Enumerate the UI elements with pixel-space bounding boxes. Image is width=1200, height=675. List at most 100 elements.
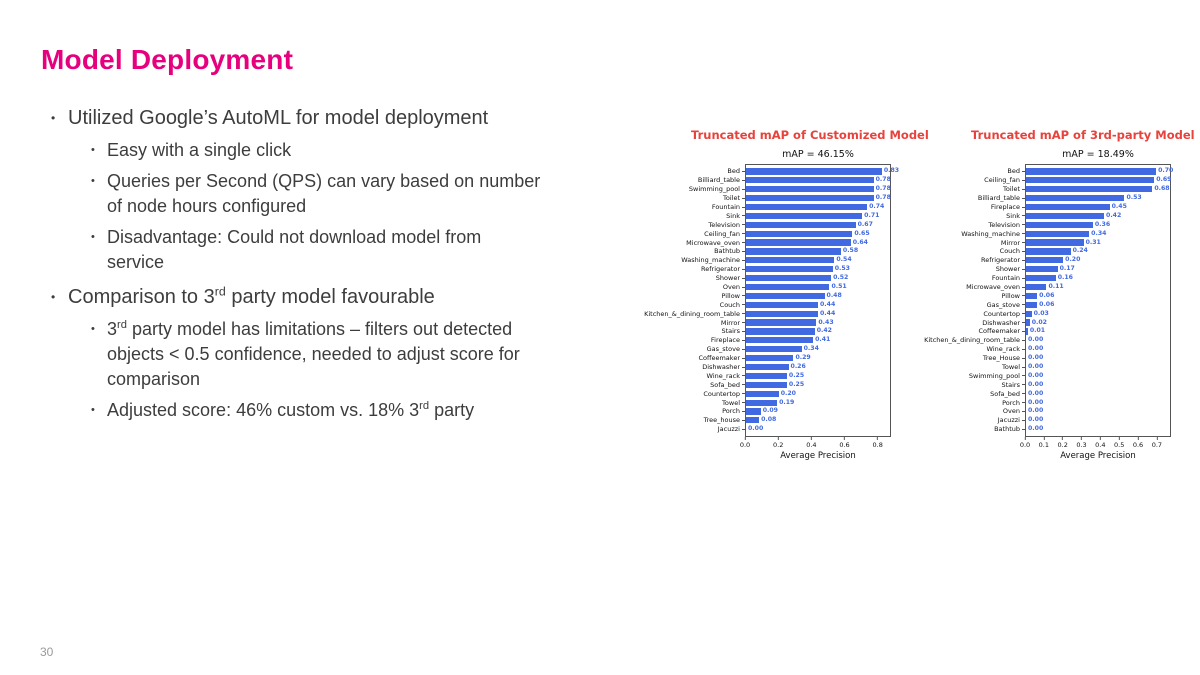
sub-bullet-item: • Disadvantage: Could not download model … — [90, 225, 570, 275]
category-label: Tree_House — [982, 354, 1020, 363]
x-tick-label: 0.1 — [1039, 437, 1049, 449]
value-label: 0.00 — [1028, 345, 1044, 353]
category-label: Fireplace — [710, 336, 740, 345]
bar-row: Couch 0.24 — [1000, 247, 1170, 256]
bar — [1026, 168, 1157, 175]
bar — [1026, 283, 1047, 291]
category-label: Sink — [1006, 211, 1020, 220]
bar — [1026, 195, 1125, 202]
bar-row: Shower 0.52 — [716, 274, 890, 283]
category-label: Bathtub — [994, 425, 1020, 434]
value-label: 0.58 — [842, 247, 859, 255]
x-tick-label: 0.4 — [1095, 437, 1105, 449]
category-label: Swimming_pool — [688, 185, 740, 194]
bar — [1026, 301, 1038, 308]
bar — [746, 381, 787, 388]
value-label: 0.64 — [852, 238, 868, 246]
x-tick-label: 0.4 — [806, 437, 816, 449]
bar-row: Billiard_table 0.53 — [978, 194, 1170, 203]
category-label: Oven — [1002, 407, 1020, 416]
x-axis-label: Average Precision — [1060, 450, 1136, 461]
value-label: 0.11 — [1048, 283, 1064, 291]
value-label: 0.24 — [1072, 247, 1088, 255]
bar — [746, 363, 789, 371]
category-label: Toilet — [722, 194, 740, 203]
category-label: Dishwasher — [702, 363, 740, 372]
bar-row: Sink 0.42 — [1006, 211, 1170, 220]
value-label: 0.25 — [788, 380, 805, 388]
value-label: 0.52 — [833, 274, 849, 282]
bar — [1026, 248, 1071, 255]
value-label: 0.78 — [875, 185, 891, 193]
value-label: 0.06 — [1039, 291, 1055, 299]
bar-row: Mirror 0.43 — [721, 318, 890, 327]
chart-map-subtitle: mAP = 46.15% — [782, 149, 854, 160]
value-label: 0.44 — [820, 309, 836, 317]
page-number: 30 — [40, 645, 54, 659]
category-label: Sink — [726, 211, 740, 220]
value-label: 0.78 — [875, 194, 891, 202]
bar — [746, 292, 825, 299]
category-label: Pillow — [721, 291, 741, 300]
x-axis-label: Average Precision — [780, 450, 856, 461]
value-label: 0.34 — [1091, 229, 1107, 237]
value-label: 0.02 — [1031, 318, 1047, 326]
bar — [746, 390, 779, 397]
bar-row: Bed 0.70 — [1007, 167, 1173, 176]
category-label: Jacuzzi — [997, 416, 1020, 425]
bar — [746, 221, 856, 228]
bullet-marker: • — [51, 111, 56, 125]
category-label: Microwave_oven — [966, 283, 1020, 292]
bullet-text: Utilized Google’s AutoML for model deplo… — [68, 107, 489, 129]
bar-row: Stairs 0.00 — [1001, 380, 1170, 389]
bar-row: Oven 0.00 — [1003, 407, 1170, 416]
category-label: Coffeemaker — [698, 354, 740, 363]
chart-title: Truncated mAP of Customized Model — [691, 128, 929, 142]
value-label: 0.17 — [1059, 265, 1075, 273]
bar — [1026, 221, 1093, 228]
bar-row: Wine_rack 0.25 — [707, 371, 890, 380]
x-tick-label: 0.6 — [839, 437, 849, 449]
value-label: 0.69 — [1156, 176, 1172, 184]
bar-row: Toilet 0.78 — [723, 194, 891, 203]
bar-row: Towel 0.19 — [722, 398, 890, 407]
x-tick-label: 0.0 — [740, 437, 750, 449]
category-label: Washing_machine — [681, 256, 740, 265]
category-label: Fountain — [711, 203, 740, 211]
bar-row: Ceiling_fan 0.69 — [984, 176, 1172, 185]
category-label: Kitchen_&_dining_room_table — [924, 336, 1020, 345]
bar-row: Ceiling_fan 0.65 — [704, 229, 890, 238]
category-label: Pillow — [1001, 291, 1021, 300]
category-label: Toilet — [1002, 185, 1020, 194]
x-tick-label: 0.0 — [1020, 437, 1030, 449]
value-label: 0.54 — [836, 256, 852, 264]
value-label: 0.44 — [820, 300, 836, 308]
category-label: Stairs — [721, 327, 740, 336]
value-label: 0.00 — [1028, 407, 1044, 415]
category-label: Mirror — [1000, 238, 1020, 247]
x-tick-label: 0.2 — [1058, 437, 1068, 449]
bar-row: Gas_stove 0.34 — [707, 345, 890, 354]
category-label: Refrigerator — [981, 256, 1020, 265]
category-label: Microwave_oven — [686, 238, 740, 247]
bar-row: Sofa_bed 0.00 — [990, 389, 1170, 398]
bar — [1026, 203, 1110, 211]
bullet-item: • Comparison to 3rd party model favourabl… — [42, 284, 602, 311]
x-tick-label: 0.2 — [773, 437, 783, 449]
category-label: Fireplace — [990, 203, 1020, 211]
bullet-text: Comparison to 3rd party model favourable — [68, 284, 435, 308]
x-axis: 0.0 0.2 0.4 0.6 0.8 — [740, 437, 891, 450]
bar — [746, 399, 778, 406]
bar — [746, 257, 835, 264]
value-label: 0.74 — [869, 203, 885, 210]
bar-row: Jacuzzi 0.00 — [998, 416, 1170, 425]
value-label: 0.00 — [748, 425, 764, 433]
bar — [746, 230, 853, 237]
chart-map-subtitle: mAP = 18.49% — [1062, 149, 1134, 160]
bar-row: Porch 0.09 — [722, 407, 890, 416]
bar-row: Gas_stove 0.06 — [987, 300, 1170, 309]
bar — [746, 266, 833, 273]
category-label: Shower — [715, 274, 740, 283]
value-label: 0.03 — [1033, 309, 1049, 317]
sub-bullet-item: • Adjusted score: 46% custom vs. 18% 3rd … — [90, 398, 570, 423]
